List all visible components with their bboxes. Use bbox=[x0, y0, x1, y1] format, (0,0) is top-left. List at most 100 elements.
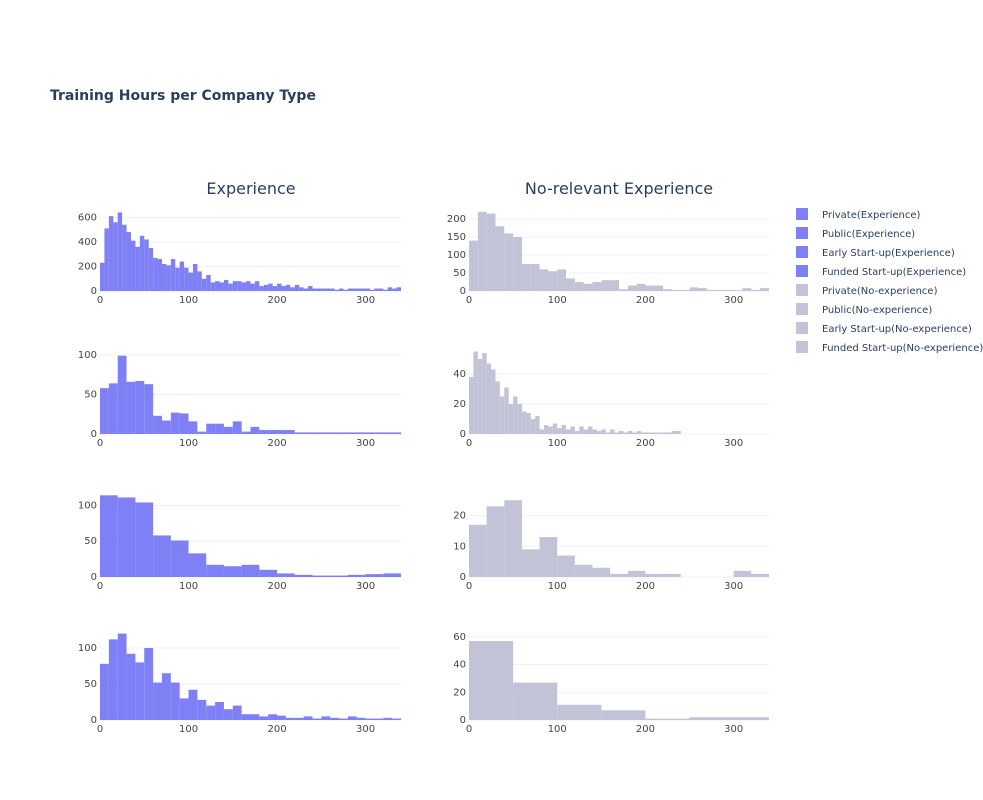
histogram-bar bbox=[303, 716, 313, 720]
histogram-bar bbox=[144, 239, 149, 291]
histogram-bar bbox=[495, 381, 500, 434]
histogram-bar bbox=[170, 412, 180, 434]
legend-item[interactable]: Public(No-experience) bbox=[796, 303, 932, 316]
histogram-bar bbox=[365, 288, 371, 291]
legend-item[interactable]: Private(Experience) bbox=[796, 208, 921, 221]
histogram-bar bbox=[499, 396, 505, 434]
x-tick-label: 100 bbox=[179, 581, 198, 592]
histogram-bar bbox=[241, 564, 260, 577]
legend-item[interactable]: Funded Start-up(Experience) bbox=[796, 265, 966, 278]
histogram-bar bbox=[396, 287, 401, 291]
x-tick-label: 300 bbox=[724, 438, 743, 449]
histogram-bar bbox=[566, 278, 575, 291]
histogram-bar bbox=[760, 288, 769, 291]
histogram-bar bbox=[356, 432, 366, 434]
x-tick-label: 200 bbox=[636, 295, 655, 306]
histogram-bar bbox=[126, 381, 136, 434]
y-tick-label: 50 bbox=[84, 389, 97, 400]
legend-label: Private(Experience) bbox=[822, 210, 921, 221]
histogram-bar bbox=[654, 432, 659, 434]
histogram-bar bbox=[321, 288, 326, 291]
histogram-bar bbox=[579, 426, 584, 434]
legend-label: Private(No-experience) bbox=[822, 286, 938, 297]
histogram-bar bbox=[166, 265, 171, 291]
histogram-bar bbox=[521, 549, 540, 577]
histogram-bar bbox=[192, 264, 198, 291]
histogram-bar bbox=[557, 704, 602, 720]
histogram-bar bbox=[361, 288, 366, 291]
histogram-bar bbox=[636, 283, 646, 291]
histogram-bar bbox=[268, 283, 273, 291]
x-tick-label: 300 bbox=[356, 724, 375, 735]
x-tick-label: 200 bbox=[636, 438, 655, 449]
histogram-bar bbox=[667, 432, 672, 434]
histogram-bar bbox=[574, 431, 580, 434]
histogram-bar bbox=[374, 288, 379, 291]
histogram-bar bbox=[100, 663, 109, 720]
histogram-bar bbox=[742, 288, 752, 291]
histogram-bar bbox=[469, 377, 474, 434]
histogram-bar bbox=[592, 429, 597, 434]
histogram-bar bbox=[312, 575, 331, 577]
histogram-bar bbox=[356, 717, 366, 720]
x-tick-label: 300 bbox=[724, 295, 743, 306]
histogram-bar bbox=[170, 540, 189, 577]
legend-label: Early Start-up(No-experience) bbox=[822, 324, 972, 335]
legend-item[interactable]: Public(Experience) bbox=[796, 227, 915, 240]
histogram-bar bbox=[303, 432, 313, 434]
histogram-bar bbox=[521, 264, 531, 291]
histogram-bar bbox=[641, 432, 646, 434]
histogram-bar bbox=[303, 288, 309, 291]
histogram-bar bbox=[733, 290, 743, 291]
histogram-bar bbox=[751, 573, 769, 577]
subplot-6: 0 50 100 0 100 200 300 bbox=[78, 633, 401, 735]
histogram-bar bbox=[268, 430, 278, 434]
y-tick-label: 0 bbox=[91, 715, 97, 726]
histogram-bar bbox=[246, 281, 251, 291]
histogram-bar bbox=[144, 648, 154, 720]
histogram-bar bbox=[321, 432, 331, 434]
subplot-7: 0 20 40 60 0 100 200 300 bbox=[453, 632, 769, 735]
column-title-no-experience: No-relevant Experience bbox=[525, 179, 713, 198]
x-tick-label: 300 bbox=[724, 724, 743, 735]
histogram-bar bbox=[144, 384, 154, 434]
histogram-bar bbox=[513, 237, 522, 291]
histogram-bar bbox=[574, 282, 584, 291]
histogram-bar bbox=[469, 641, 514, 720]
histogram-bar bbox=[316, 288, 322, 291]
histogram-bar bbox=[197, 431, 207, 434]
histogram-bar bbox=[179, 698, 189, 720]
legend-item[interactable]: Funded Start-up(No-experience) bbox=[796, 341, 983, 354]
histogram-bar bbox=[294, 717, 304, 720]
histogram-bar bbox=[184, 267, 189, 291]
histogram-bar bbox=[108, 383, 118, 434]
histogram-bar bbox=[530, 419, 536, 434]
histogram-bar bbox=[312, 288, 317, 291]
legend-item[interactable]: Early Start-up(No-experience) bbox=[796, 322, 972, 335]
histogram-bar bbox=[215, 423, 224, 434]
histogram-bar bbox=[623, 432, 628, 434]
y-tick-label: 0 bbox=[460, 715, 466, 726]
histogram-bar bbox=[161, 420, 171, 434]
histogram-bar bbox=[188, 421, 198, 434]
histogram-bar bbox=[680, 289, 690, 291]
histogram-bar bbox=[539, 269, 549, 291]
histogram-bar bbox=[347, 432, 357, 434]
histogram-bar bbox=[645, 573, 664, 577]
x-tick-label: 100 bbox=[548, 295, 567, 306]
x-tick-label: 100 bbox=[179, 295, 198, 306]
histogram-bar bbox=[241, 431, 251, 434]
y-tick-label: 0 bbox=[460, 572, 466, 583]
histogram-bar bbox=[294, 574, 313, 577]
legend-item[interactable]: Private(No-experience) bbox=[796, 284, 938, 297]
histogram-bar bbox=[268, 714, 278, 720]
histogram-bar bbox=[513, 682, 558, 720]
histogram-bar bbox=[175, 267, 180, 291]
legend-item[interactable]: Early Start-up(Experience) bbox=[796, 246, 955, 259]
histogram-bar bbox=[689, 287, 699, 291]
y-tick-label: 20 bbox=[453, 687, 466, 698]
x-tick-label: 300 bbox=[356, 581, 375, 592]
histogram-bar bbox=[117, 497, 136, 577]
